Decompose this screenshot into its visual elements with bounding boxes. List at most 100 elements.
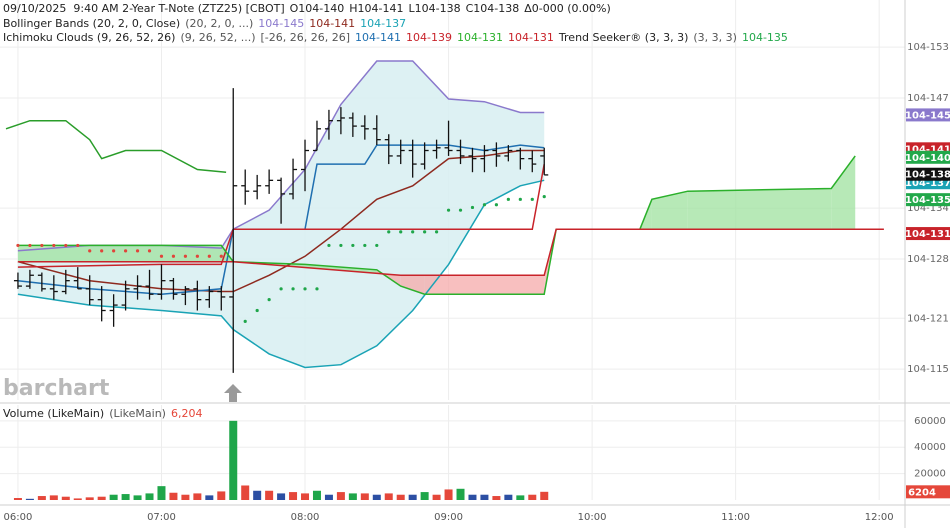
trend-dot bbox=[183, 254, 188, 258]
volume-bar bbox=[480, 494, 489, 500]
trend-dot bbox=[279, 287, 283, 291]
legend-row: Volume (LikeMain) (LikeMain) 6,204 bbox=[3, 407, 207, 422]
trend-dot bbox=[243, 319, 247, 323]
trend-dot bbox=[518, 197, 522, 201]
indicator-value: 104-137 bbox=[360, 16, 407, 30]
trend-dot bbox=[88, 249, 92, 253]
volume-bar bbox=[360, 493, 369, 500]
volume-bar bbox=[193, 493, 202, 500]
trend-dot bbox=[219, 254, 223, 258]
indicator-value: 104-141 bbox=[355, 31, 402, 44]
trend-dot bbox=[375, 243, 379, 248]
indicator-params: [-26, 26, 26, 26] bbox=[260, 31, 351, 44]
trend-dot bbox=[255, 308, 259, 313]
trend-dot bbox=[327, 243, 331, 248]
price-flag-label: 104-138 bbox=[905, 170, 950, 181]
indicator-name: Bollinger Bands (20, 2, 0, Close) bbox=[3, 16, 181, 30]
trend-dot bbox=[195, 254, 199, 258]
volume-legend: Volume (LikeMain) (LikeMain) 6,204 bbox=[3, 407, 207, 422]
volume-bar bbox=[97, 496, 106, 500]
volume-bar bbox=[289, 492, 298, 500]
volume-bar bbox=[504, 494, 513, 500]
volume-bar bbox=[444, 489, 453, 500]
legend-row: 09/10/2025 9:40 AM 2-Year T-Note (ZTZ25)… bbox=[3, 2, 793, 17]
quote-value: H104-141 bbox=[349, 2, 404, 15]
x-tick-label: 07:00 bbox=[147, 512, 176, 523]
x-tick-label: 11:00 bbox=[721, 512, 750, 523]
indicator-name: Volume (LikeMain) bbox=[3, 407, 105, 420]
trend-dot bbox=[506, 197, 510, 201]
y-tick-label: 60000 bbox=[914, 416, 946, 427]
price-flag-label: 104-135 bbox=[905, 195, 950, 206]
trend-dot bbox=[135, 249, 140, 253]
y-tick-label: 40000 bbox=[914, 442, 946, 453]
trend-dot bbox=[542, 195, 546, 199]
volume-bar bbox=[540, 491, 549, 500]
volume-bar bbox=[253, 490, 262, 500]
trend-dot bbox=[64, 243, 68, 248]
event-arrow bbox=[224, 384, 242, 402]
trend-dot bbox=[434, 230, 439, 234]
trend-dot bbox=[291, 287, 295, 291]
y-tick-label: 104-128 bbox=[907, 254, 949, 265]
trend-dot bbox=[458, 208, 463, 212]
cloud-fill bbox=[651, 191, 688, 230]
volume-bar bbox=[277, 493, 286, 500]
cloud-fill bbox=[831, 155, 856, 230]
volume-bar bbox=[516, 495, 525, 500]
x-tick-label: 12:00 bbox=[865, 512, 894, 523]
volume-bar bbox=[13, 498, 22, 500]
trend-dot bbox=[351, 243, 355, 248]
x-tick-label: 06:00 bbox=[4, 512, 33, 523]
cloud-fill bbox=[424, 275, 545, 295]
indicator-name: Ichimoku Clouds (9, 26, 52, 26) bbox=[3, 31, 176, 44]
price-flag-label: 104-145 bbox=[905, 110, 950, 121]
indicator-value: 104-139 bbox=[406, 31, 452, 44]
volume-bar bbox=[420, 492, 429, 500]
trend-dot bbox=[52, 243, 56, 248]
volume-bar bbox=[229, 420, 238, 500]
volume-bar bbox=[324, 494, 333, 500]
indicator-value: 104-141 bbox=[309, 16, 356, 30]
trend-dot bbox=[207, 254, 211, 258]
price-flag-label: 104-131 bbox=[905, 229, 950, 240]
indicator-params: (20, 2, 0, ...) bbox=[185, 16, 254, 30]
y-tick-label: 104-134 bbox=[907, 203, 949, 214]
indicator-params: (9, 26, 52, ...) bbox=[180, 31, 256, 44]
indicator-value: 104-145 bbox=[258, 16, 305, 30]
trend-dot bbox=[423, 230, 427, 234]
volume-bar bbox=[348, 493, 357, 500]
price-flag-label: 104-141 bbox=[905, 144, 950, 155]
trend-dot bbox=[411, 230, 415, 234]
trend-dot bbox=[303, 287, 307, 291]
quote-title: 09/10/2025 9:40 AM 2-Year T-Note (ZTZ25)… bbox=[3, 2, 285, 15]
ichimoku-line bbox=[17, 163, 545, 268]
legend-row: Ichimoku Clouds (9, 26, 52, 26) (9, 26, 5… bbox=[3, 31, 793, 46]
y-tick-label: 104-115 bbox=[907, 364, 949, 375]
y-tick-label: 20000 bbox=[914, 469, 946, 480]
volume-bar bbox=[157, 486, 166, 500]
volume-bar bbox=[205, 495, 214, 500]
trend-dot bbox=[315, 287, 319, 291]
trend-dot bbox=[112, 249, 116, 253]
quote-value: Δ0-000 (0.00%) bbox=[524, 2, 611, 15]
volume-bar bbox=[121, 494, 130, 500]
indicator-value: 104-131 bbox=[507, 31, 554, 44]
trend-dot bbox=[28, 243, 32, 248]
volume-bar bbox=[456, 488, 465, 500]
trend-dot bbox=[159, 254, 164, 258]
trend-dot bbox=[267, 298, 271, 302]
indicator-name: Trend Seeker® (3, 3, 3) bbox=[558, 31, 689, 44]
volume-bar bbox=[241, 485, 250, 500]
quote-value: O104-140 bbox=[289, 2, 345, 15]
volume-bar bbox=[109, 494, 118, 500]
volume-bar bbox=[265, 490, 274, 500]
cloud-fill bbox=[400, 275, 425, 295]
volume-flag bbox=[906, 485, 950, 499]
volume-bar bbox=[169, 492, 178, 500]
cloud-fill bbox=[17, 245, 222, 262]
ichimoku-line bbox=[5, 119, 227, 173]
y-tick-label: 104-121 bbox=[907, 313, 949, 324]
price-flag-label: 104-137 bbox=[905, 178, 950, 189]
